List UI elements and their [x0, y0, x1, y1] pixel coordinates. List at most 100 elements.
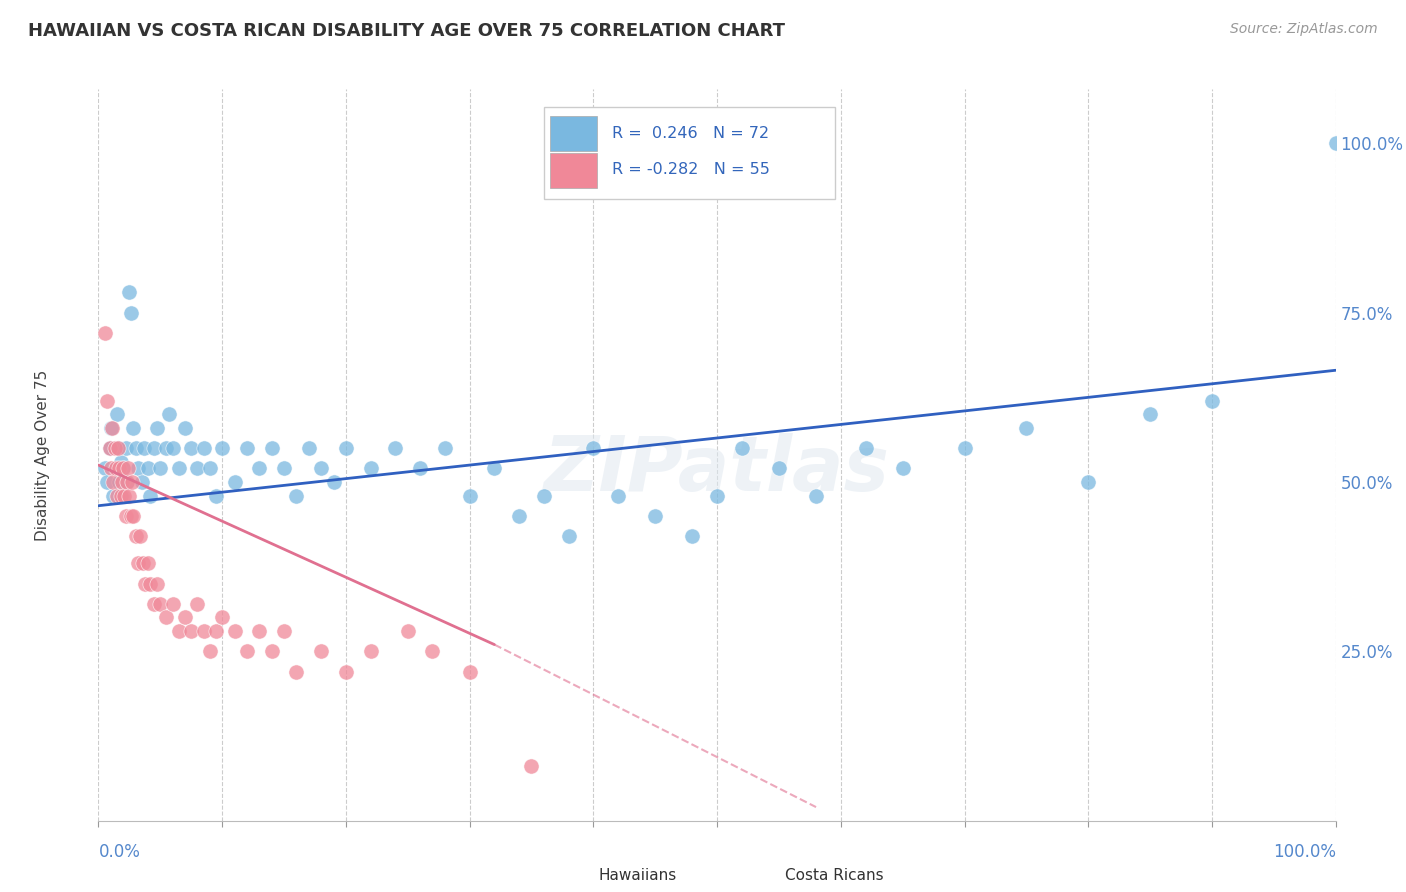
Point — [104, 461, 127, 475]
Point — [139, 576, 162, 591]
Point — [211, 441, 233, 455]
Point — [124, 529, 146, 543]
Point — [93, 326, 115, 340]
Point — [422, 644, 444, 658]
Point — [139, 489, 162, 503]
Point — [384, 441, 406, 455]
Point — [198, 461, 221, 475]
Point — [96, 475, 118, 489]
Point — [211, 610, 233, 624]
Point — [174, 421, 197, 435]
Point — [143, 597, 166, 611]
Point — [96, 393, 118, 408]
Text: R = -0.282   N = 55: R = -0.282 N = 55 — [612, 162, 769, 178]
FancyBboxPatch shape — [557, 863, 591, 888]
Point — [1077, 475, 1099, 489]
Point — [224, 624, 246, 638]
Point — [162, 441, 184, 455]
Point — [143, 441, 166, 455]
Point — [136, 556, 159, 570]
Point — [236, 644, 259, 658]
Point — [731, 441, 754, 455]
Point — [98, 441, 121, 455]
Point — [285, 665, 308, 679]
Point — [100, 461, 122, 475]
Point — [103, 475, 125, 489]
Point — [105, 489, 128, 503]
Point — [607, 489, 630, 503]
Point — [120, 306, 142, 320]
Text: ZIPatlas: ZIPatlas — [544, 433, 890, 507]
Point — [309, 461, 332, 475]
Point — [111, 475, 134, 489]
Point — [132, 556, 155, 570]
Point — [118, 285, 141, 300]
Point — [309, 644, 332, 658]
Point — [120, 508, 142, 523]
Point — [145, 576, 167, 591]
Point — [136, 461, 159, 475]
Point — [186, 461, 208, 475]
Point — [247, 624, 270, 638]
Point — [127, 556, 149, 570]
Point — [134, 441, 156, 455]
FancyBboxPatch shape — [742, 863, 776, 888]
Point — [198, 644, 221, 658]
Point — [107, 441, 129, 455]
Point — [891, 461, 914, 475]
Point — [186, 597, 208, 611]
Point — [121, 475, 143, 489]
Point — [533, 489, 555, 503]
Point — [247, 461, 270, 475]
Point — [273, 624, 295, 638]
Point — [110, 489, 132, 503]
Point — [1015, 421, 1038, 435]
Point — [115, 475, 138, 489]
Point — [396, 624, 419, 638]
Point — [103, 461, 125, 475]
Point — [557, 529, 579, 543]
Point — [98, 441, 121, 455]
Point — [103, 441, 125, 455]
Point — [193, 441, 215, 455]
Point — [112, 461, 135, 475]
Point — [484, 461, 506, 475]
Point — [433, 441, 456, 455]
Point — [105, 407, 128, 421]
Point — [409, 461, 432, 475]
Point — [127, 461, 149, 475]
Point — [322, 475, 344, 489]
Point — [681, 529, 703, 543]
Point — [93, 461, 115, 475]
Point — [260, 644, 283, 658]
FancyBboxPatch shape — [550, 153, 598, 188]
Point — [508, 508, 530, 523]
Point — [335, 441, 357, 455]
Point — [285, 489, 308, 503]
Point — [855, 441, 877, 455]
Point — [149, 461, 172, 475]
Point — [103, 489, 125, 503]
Point — [134, 576, 156, 591]
Point — [122, 508, 145, 523]
Text: 100.0%: 100.0% — [1272, 843, 1336, 861]
Point — [804, 489, 827, 503]
Point — [167, 461, 190, 475]
Point — [180, 624, 202, 638]
Point — [644, 508, 666, 523]
Point — [112, 489, 135, 503]
Point — [114, 441, 136, 455]
Point — [149, 597, 172, 611]
Point — [124, 441, 146, 455]
Point — [582, 441, 605, 455]
Text: Disability Age Over 75: Disability Age Over 75 — [35, 369, 51, 541]
Point — [107, 441, 129, 455]
Text: Hawaiians: Hawaiians — [599, 868, 676, 883]
Point — [298, 441, 321, 455]
Point — [155, 441, 177, 455]
FancyBboxPatch shape — [550, 116, 598, 152]
Point — [167, 624, 190, 638]
Text: R =  0.246   N = 72: R = 0.246 N = 72 — [612, 126, 769, 141]
Point — [360, 461, 382, 475]
Point — [458, 489, 481, 503]
